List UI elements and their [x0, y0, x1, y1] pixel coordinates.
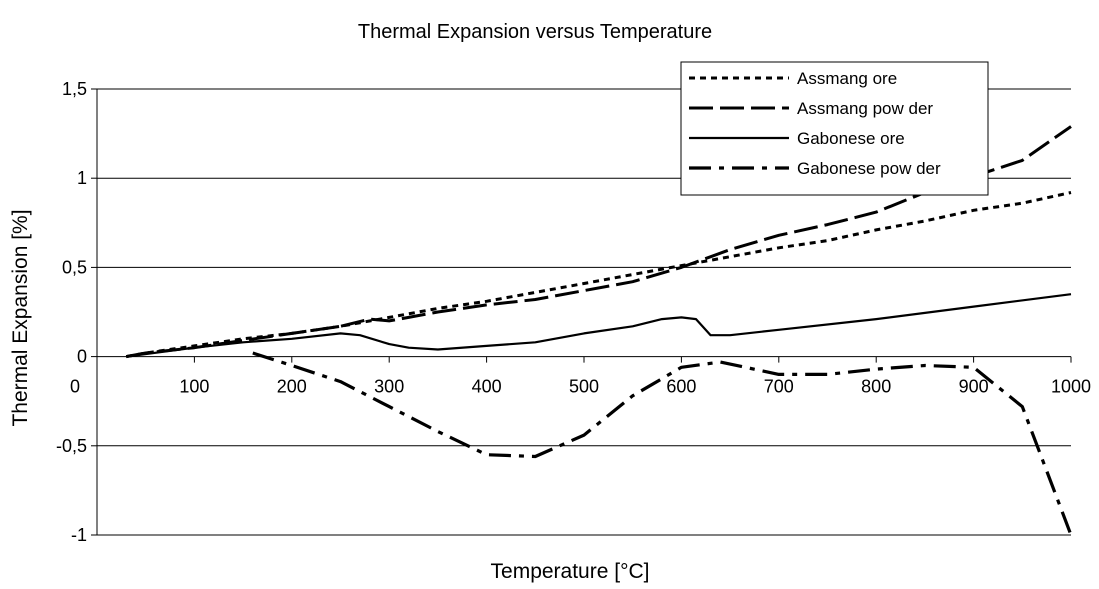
x-tick-label: 1000: [1051, 377, 1091, 397]
y-tick-label: -0,5: [56, 436, 87, 456]
legend-entry: Gabonese pow der: [797, 159, 941, 178]
series-lines: [125, 125, 1073, 536]
legend-entry: Assmang pow der: [797, 99, 933, 118]
x-axis-label: Temperature [°C]: [491, 560, 650, 583]
x-tick-label: 600: [666, 377, 696, 397]
x-tick-label: 300: [374, 377, 404, 397]
series-line: [126, 293, 1072, 358]
y-tick-label: 0,5: [62, 257, 87, 277]
legend: Assmang ore Assmang pow der Gabonese ore Ga…: [680, 61, 989, 196]
x-tick-label: 900: [959, 377, 989, 397]
y-tick-label: 1: [77, 168, 87, 188]
x-tick-label: 200: [277, 377, 307, 397]
y-tick-label: 0: [77, 347, 87, 367]
x-tick-label: 700: [764, 377, 794, 397]
x-tick-label: 400: [472, 377, 502, 397]
legend-entry: Assmang ore: [797, 69, 897, 88]
x-tick-label: 500: [569, 377, 599, 397]
x-tick-label: 800: [861, 377, 891, 397]
x-tick-label: 100: [179, 377, 209, 397]
legend-entry: Gabonese ore: [797, 129, 905, 148]
series-line: [125, 125, 1072, 359]
series-line: [252, 351, 1073, 536]
y-tick-label: -1: [71, 525, 87, 545]
x-tick-label: 0: [70, 377, 80, 397]
y-tick-label: 1,5: [62, 79, 87, 99]
x-axis-ticks: 0 100 200 300 400 500 600 700 800 900 1000: [70, 356, 1091, 397]
legend-box: [680, 61, 989, 196]
y-axis-ticks: -1 -0,5 0 0,5 1 1,5: [56, 79, 97, 545]
y-axis-label: Thermal Expansion [%]: [9, 209, 32, 426]
chart-title: Thermal Expansion versus Temperature: [358, 21, 712, 43]
